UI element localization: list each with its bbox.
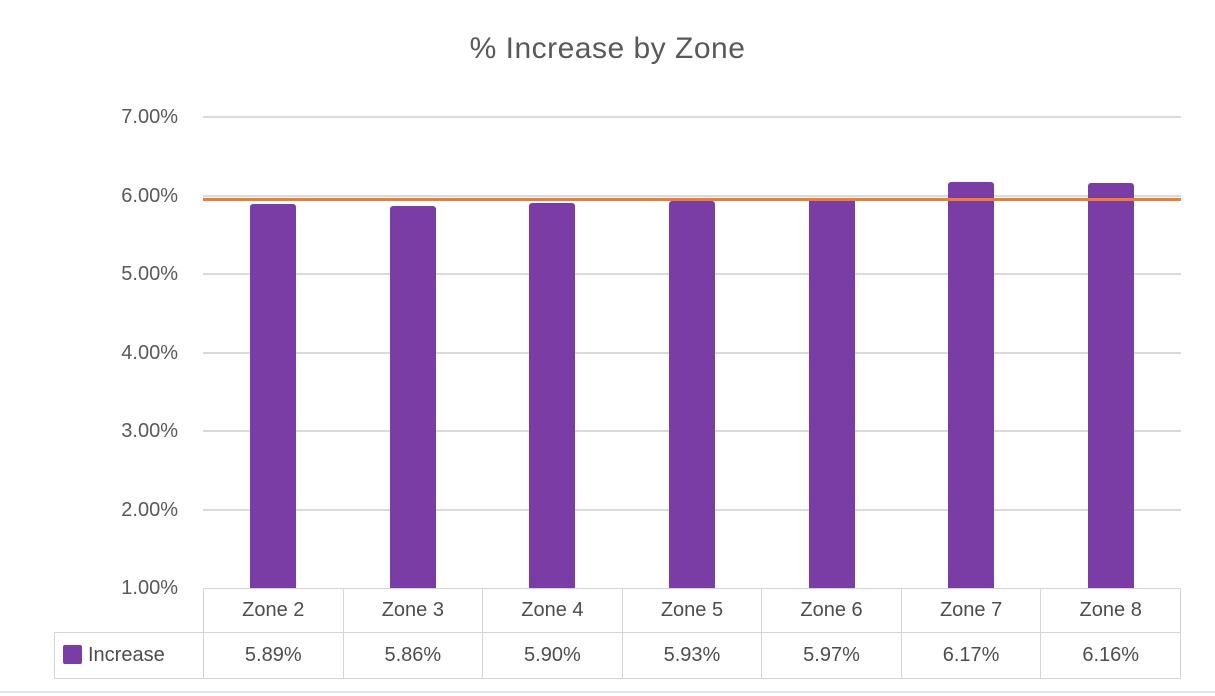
bar-zone-7 [948, 182, 994, 588]
y-axis-tick-label: 2.00% [121, 499, 178, 521]
bar-zone-8 [1088, 183, 1134, 588]
data-table-header-row: Zone 2 Zone 3 Zone 4 Zone 5 Zone 6 Zone 7 Zone… [55, 588, 1181, 633]
chart-title: % Increase by Zone [469, 32, 746, 65]
chart-data-table: Zone 2 Zone 3 Zone 4 Zone 5 Zone 6 Zone 7 Zone… [54, 588, 1181, 679]
reference-line [203, 198, 1181, 201]
gridline-6.00% [203, 195, 1181, 197]
y-axis-tick-label: 7.00% [121, 106, 178, 128]
y-axis-tick-label: 3.00% [121, 420, 178, 442]
increase-series-swatch-icon [63, 645, 82, 664]
legend-cell: Increase [54, 632, 204, 679]
gridline-7.00% [203, 116, 1181, 118]
y-axis-tick-label: 6.00% [121, 185, 178, 207]
table-value-zone-7: 6.17% [900, 632, 1042, 679]
table-value-zone-6: 5.97% [761, 632, 902, 679]
table-header-zone-3: Zone 3 [342, 588, 484, 633]
y-axis-tick-label: 1.00% [121, 577, 178, 599]
data-table-value-row: Increase 5.89% 5.86% 5.90% 5.93% 5.97% 6.17% 6… [54, 632, 1181, 679]
table-header-zone-7: Zone 7 [900, 588, 1042, 633]
table-header-zone-6: Zone 6 [761, 588, 902, 633]
legend-label: Increase [88, 644, 165, 666]
table-header-zone-8: Zone 8 [1040, 588, 1181, 633]
table-header-zone-5: Zone 5 [621, 588, 763, 633]
table-value-zone-2: 5.89% [203, 632, 344, 679]
bar-zone-2 [250, 204, 296, 588]
table-value-zone-3: 5.86% [342, 632, 484, 679]
table-value-zone-4: 5.90% [482, 632, 623, 679]
y-axis-tick-label: 5.00% [121, 263, 178, 285]
bar-zone-5 [669, 201, 715, 588]
bar-zone-6 [809, 198, 855, 588]
bar-zone-4 [529, 203, 575, 588]
table-header-zone-2: Zone 2 [203, 588, 344, 633]
table-value-zone-8: 6.16% [1040, 632, 1181, 679]
bar-zone-3 [390, 206, 436, 588]
table-header-zone-4: Zone 4 [482, 588, 623, 633]
table-corner-blank [55, 589, 204, 633]
window-bottom-rule [0, 691, 1215, 693]
y-axis-tick-label: 4.00% [121, 342, 178, 364]
table-value-zone-5: 5.93% [621, 632, 763, 679]
